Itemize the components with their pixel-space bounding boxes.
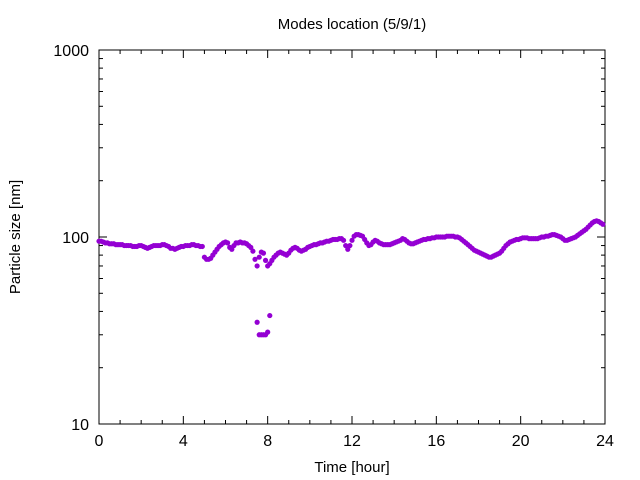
data-point	[265, 329, 271, 335]
chart-title: Modes location (5/9/1)	[278, 16, 426, 33]
x-tick-label: 24	[596, 433, 614, 450]
y-tick-label: 10	[71, 417, 89, 434]
y-tick-label: 1000	[53, 43, 89, 60]
x-tick-label: 16	[427, 433, 445, 450]
data-point	[225, 240, 231, 246]
data-point	[267, 312, 273, 319]
data-points	[96, 218, 606, 338]
x-axis-label: Time [hour]	[314, 459, 389, 476]
data-point	[260, 250, 267, 256]
data-point	[600, 221, 606, 227]
data-point	[254, 319, 260, 325]
data-point	[254, 263, 260, 269]
y-tick-label: 100	[62, 230, 89, 247]
x-tick-label: 20	[512, 433, 530, 450]
data-point	[252, 256, 258, 262]
x-tick-label: 4	[179, 433, 188, 450]
data-point	[340, 237, 347, 243]
data-point	[256, 254, 262, 260]
x-tick-label: 12	[343, 433, 361, 450]
data-point	[250, 248, 256, 254]
data-point	[248, 244, 254, 250]
data-point	[199, 243, 205, 250]
x-tick-label: 0	[95, 433, 104, 450]
axis-ticks	[98, 49, 606, 425]
data-point	[349, 237, 355, 243]
tick-labels: 0 4 8 12 16 20 24 10 100 1000	[53, 43, 614, 450]
x-tick-label: 8	[263, 433, 272, 450]
y-axis-label: Particle size [nm]	[7, 180, 24, 294]
data-point	[262, 257, 269, 263]
data-point	[347, 242, 353, 249]
